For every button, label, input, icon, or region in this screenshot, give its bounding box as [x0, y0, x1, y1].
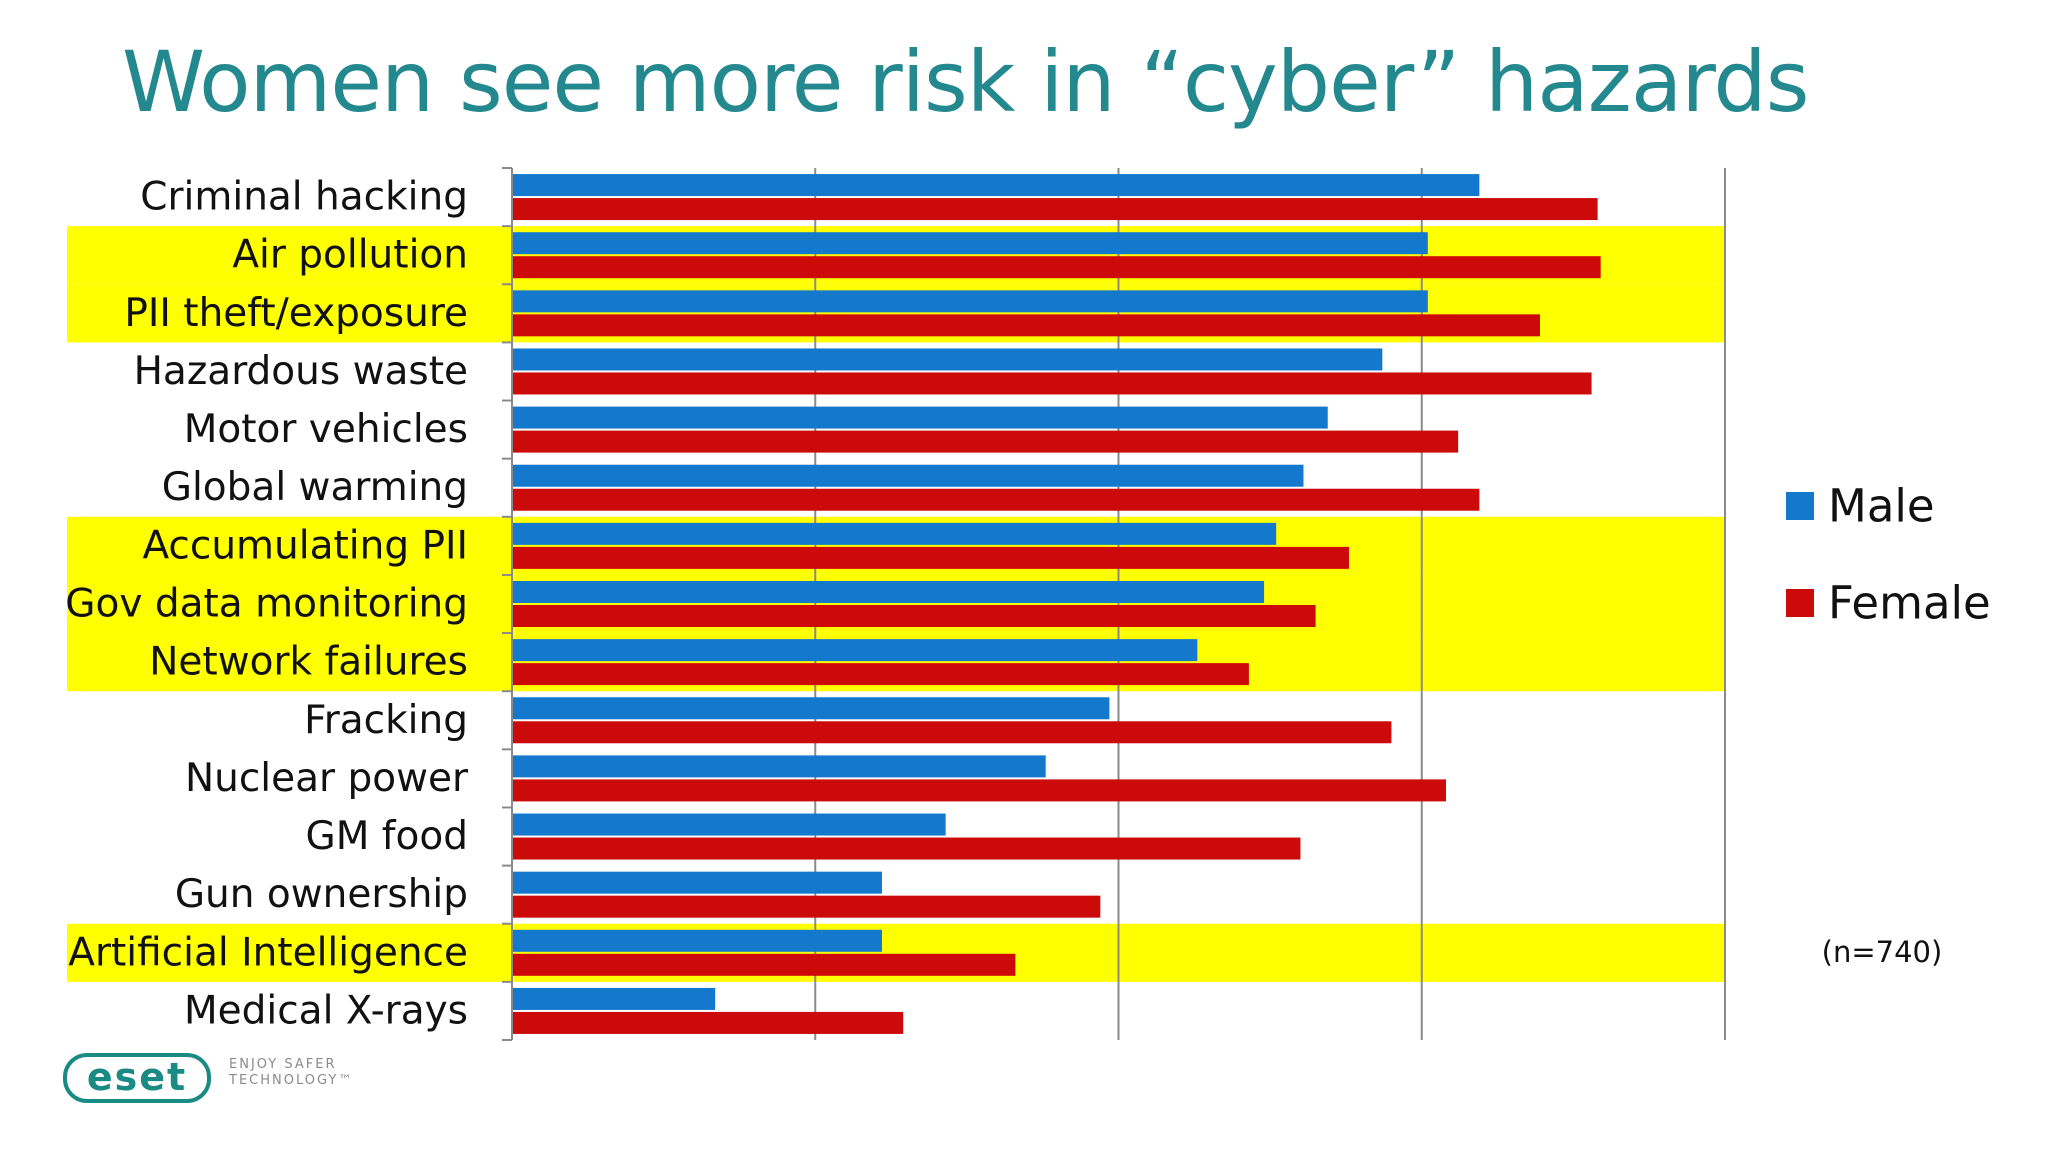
- category-label-gov-data-monitoring: Gov data monitoring: [65, 582, 468, 627]
- bar-female-nuclear-power: [512, 779, 1447, 802]
- category-label-network-failures: Network failures: [149, 640, 468, 685]
- bar-female-gun-ownership: [512, 895, 1101, 918]
- bar-female-air-pollution: [512, 256, 1601, 279]
- bar-female-fracking: [512, 721, 1392, 744]
- bar-male-global-warming: [512, 464, 1304, 487]
- category-label-fracking: Fracking: [304, 698, 468, 743]
- bar-chart: Criminal hacking Air pollution PII theft/e…: [65, 167, 1991, 1041]
- category-label-air-pollution: Air pollution: [232, 233, 468, 278]
- category-axis: [502, 167, 513, 1041]
- legend-swatch-female: [1786, 589, 1814, 617]
- eset-logo: eset ENJOY SAFER TECHNOLOGY™: [63, 1053, 363, 1105]
- bar-female-motor-vehicles: [512, 430, 1459, 453]
- category-label-hazardous-waste: Hazardous waste: [134, 349, 468, 394]
- legend-swatch-male: [1786, 492, 1814, 520]
- bar-female-gov-data-monitoring: [512, 605, 1316, 627]
- bar-female-pii-theft-exposure: [512, 314, 1541, 337]
- bar-female-global-warming: [512, 488, 1480, 511]
- eset-logo-mark: eset: [63, 1053, 211, 1103]
- legend-label-female: Female: [1828, 577, 1991, 630]
- category-label-nuclear-power: Nuclear power: [185, 756, 469, 801]
- bar-male-criminal-hacking: [512, 174, 1480, 197]
- bar-male-medical-x-rays: [512, 987, 716, 1010]
- category-label-pii-theft-exposure: PII theft/exposure: [124, 291, 468, 336]
- bar-male-gm-food: [512, 813, 946, 836]
- legend-label-male: Male: [1828, 480, 1935, 533]
- bar-female-criminal-hacking: [512, 198, 1598, 221]
- category-label-artificial-intelligence: Artificial Intelligence: [68, 930, 468, 975]
- logo-tagline: ENJOY SAFER TECHNOLOGY™: [229, 1057, 354, 1088]
- category-label-motor-vehicles: Motor vehicles: [184, 407, 468, 452]
- sample-size-note: (n=740): [1822, 935, 1943, 969]
- category-label-global-warming: Global warming: [162, 465, 468, 510]
- category-label-criminal-hacking: Criminal hacking: [140, 175, 468, 220]
- category-label-gun-ownership: Gun ownership: [175, 872, 468, 917]
- bar-female-gm-food: [512, 837, 1301, 860]
- category-label-gm-food: GM food: [306, 814, 468, 859]
- category-label-accumulating-pii: Accumulating PII: [142, 523, 468, 568]
- bar-male-artificial-intelligence: [512, 929, 882, 952]
- bar-female-network-failures: [512, 663, 1249, 686]
- bars: [512, 174, 1601, 1034]
- category-label-medical-x-rays: Medical X-rays: [184, 988, 468, 1033]
- legend: Male Female: [1786, 480, 1991, 630]
- bar-female-artificial-intelligence: [512, 953, 1016, 976]
- bar-male-accumulating-pii: [512, 522, 1277, 545]
- bar-male-fracking: [512, 697, 1110, 720]
- bar-male-gun-ownership: [512, 871, 882, 894]
- bar-male-network-failures: [512, 639, 1198, 662]
- bar-male-nuclear-power: [512, 755, 1046, 778]
- bar-male-hazardous-waste: [512, 348, 1383, 371]
- bar-female-accumulating-pii: [512, 546, 1349, 569]
- bar-female-medical-x-rays: [512, 1011, 904, 1034]
- bar-male-gov-data-monitoring: [512, 581, 1265, 603]
- bar-male-air-pollution: [512, 232, 1428, 255]
- gridlines: [814, 168, 1726, 1040]
- bar-male-pii-theft-exposure: [512, 290, 1428, 313]
- chart-title: Women see more risk in “cyber” hazards: [122, 33, 1809, 131]
- bar-female-hazardous-waste: [512, 372, 1592, 395]
- bar-male-motor-vehicles: [512, 406, 1328, 429]
- category-labels: Criminal hacking Air pollution PII theft/e…: [65, 175, 469, 1034]
